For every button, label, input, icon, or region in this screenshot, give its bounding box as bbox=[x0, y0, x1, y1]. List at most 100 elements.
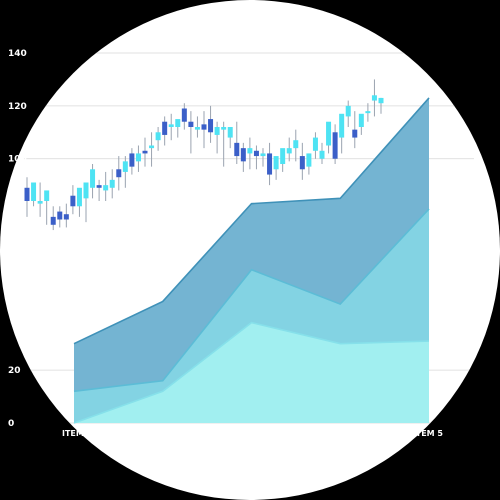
candle bbox=[378, 97, 384, 114]
candle-body bbox=[267, 153, 273, 175]
candle-body bbox=[352, 129, 358, 138]
candle bbox=[96, 179, 102, 201]
candle bbox=[286, 137, 292, 162]
candle-body bbox=[63, 214, 69, 220]
candle-body bbox=[299, 156, 305, 170]
candle bbox=[365, 103, 371, 122]
candle bbox=[149, 132, 155, 167]
candle bbox=[352, 111, 358, 149]
candle bbox=[142, 137, 148, 167]
candle-body bbox=[129, 153, 135, 167]
candle-body bbox=[96, 185, 102, 188]
candle bbox=[247, 137, 253, 170]
candle-body bbox=[155, 132, 161, 141]
candle-body bbox=[37, 201, 43, 204]
candle-body bbox=[188, 121, 194, 127]
candle-body bbox=[175, 119, 181, 127]
candle bbox=[253, 145, 259, 170]
candle-body bbox=[194, 127, 200, 130]
candle bbox=[339, 113, 345, 154]
candle bbox=[345, 100, 351, 127]
candle-body bbox=[122, 161, 128, 172]
candle-body bbox=[371, 95, 377, 101]
candle bbox=[332, 124, 338, 164]
candle-body bbox=[135, 153, 141, 162]
y-tick-label: 20 bbox=[8, 366, 21, 376]
candle bbox=[175, 119, 181, 138]
candle bbox=[122, 156, 128, 188]
candle bbox=[37, 182, 43, 217]
candle bbox=[24, 177, 30, 217]
candle bbox=[227, 127, 233, 149]
candle-body bbox=[31, 182, 37, 201]
candle-body bbox=[103, 185, 109, 191]
candle bbox=[240, 142, 246, 172]
candle-body bbox=[208, 119, 214, 133]
candle-body bbox=[221, 127, 227, 130]
candle bbox=[201, 111, 207, 149]
y-tick-label: 0 bbox=[8, 419, 14, 429]
candle-body bbox=[312, 137, 318, 151]
candle-body bbox=[234, 142, 240, 157]
candle bbox=[260, 148, 266, 167]
candle bbox=[358, 113, 364, 135]
candle-body bbox=[50, 216, 56, 225]
candle bbox=[162, 116, 168, 146]
candle bbox=[109, 169, 115, 199]
candle-body bbox=[253, 150, 259, 157]
candle bbox=[155, 127, 161, 151]
candle bbox=[371, 79, 377, 117]
y-tick-label: 100 bbox=[8, 155, 27, 165]
candle-body bbox=[149, 145, 155, 149]
candle-body bbox=[70, 195, 76, 207]
candle-body bbox=[24, 187, 30, 201]
candle-body bbox=[260, 153, 266, 157]
candle-body bbox=[332, 132, 338, 159]
candlestick-series bbox=[24, 79, 384, 231]
candle-body bbox=[339, 113, 345, 138]
candle bbox=[273, 156, 279, 180]
area-series-3-line bbox=[73, 97, 430, 345]
candle-body bbox=[319, 150, 325, 159]
candle bbox=[135, 145, 141, 172]
candle bbox=[293, 129, 299, 162]
y-tick-label: 140 bbox=[8, 49, 27, 59]
candle bbox=[234, 121, 240, 164]
candle-body bbox=[227, 127, 233, 138]
candle-body bbox=[57, 211, 63, 220]
candle bbox=[267, 142, 273, 186]
candle-body bbox=[90, 169, 96, 188]
y-tick-label: 120 bbox=[8, 102, 27, 112]
candle-body bbox=[76, 187, 82, 207]
candle-body bbox=[273, 156, 279, 170]
candle-body bbox=[44, 190, 50, 201]
candle bbox=[63, 203, 69, 228]
area-series bbox=[73, 97, 430, 424]
candle bbox=[44, 190, 50, 225]
candle-body bbox=[280, 148, 286, 164]
candle bbox=[194, 116, 200, 138]
candle-body bbox=[214, 127, 220, 135]
candle-body bbox=[181, 108, 187, 122]
area-series-1 bbox=[74, 322, 429, 423]
candle bbox=[208, 105, 214, 143]
candle-body bbox=[286, 148, 292, 154]
candle bbox=[70, 185, 76, 215]
candle bbox=[280, 148, 286, 172]
x-tick-label: ITEM 1 bbox=[62, 429, 93, 438]
candle bbox=[214, 121, 220, 154]
candle-body bbox=[240, 148, 246, 162]
candle bbox=[168, 113, 174, 141]
candle bbox=[76, 187, 82, 217]
area-series-1-line bbox=[73, 321, 430, 424]
candle-body bbox=[168, 124, 174, 127]
candle-body bbox=[116, 169, 122, 178]
candle-body bbox=[142, 150, 148, 154]
candle bbox=[50, 206, 56, 231]
candle-body bbox=[326, 121, 332, 146]
candle-body bbox=[201, 124, 207, 130]
candle bbox=[129, 148, 135, 175]
candle bbox=[31, 182, 37, 207]
candle bbox=[90, 164, 96, 199]
